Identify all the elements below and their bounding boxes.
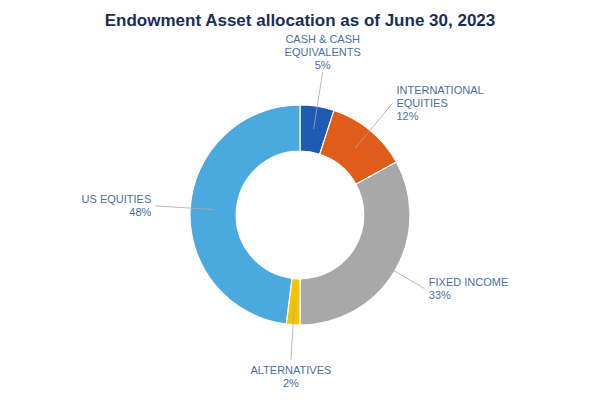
labels: CASH & CASHEQUIVALENTS5%INTERNATIONALEQU… bbox=[82, 33, 509, 389]
slice-label-line: US EQUITIES bbox=[82, 193, 152, 205]
slice-label: FIXED INCOME bbox=[429, 276, 508, 288]
slice-label-line: ALTERNATIVES bbox=[250, 364, 331, 376]
plot: CASH & CASHEQUIVALENTS5%INTERNATIONALEQU… bbox=[82, 33, 509, 389]
leader-line bbox=[314, 72, 323, 129]
data-label: 2% bbox=[283, 377, 299, 389]
leader-line bbox=[291, 302, 295, 360]
data-label: 5% bbox=[315, 59, 331, 71]
slice-label: INTERNATIONALEQUITIES bbox=[396, 84, 483, 109]
slices bbox=[190, 105, 410, 325]
data-label: 12% bbox=[396, 110, 418, 122]
slice-label-line: EQUIVALENTS bbox=[285, 46, 361, 58]
slice-label-line: FIXED INCOME bbox=[429, 276, 508, 288]
slice-label: US EQUITIES bbox=[82, 193, 152, 205]
slice bbox=[190, 105, 300, 324]
slice-label: CASH & CASHEQUIVALENTS bbox=[285, 33, 361, 58]
leader-line bbox=[355, 103, 392, 148]
slice bbox=[300, 162, 410, 325]
title: Endowment Asset allocation as of June 30… bbox=[105, 11, 496, 30]
slice-label: ALTERNATIVES bbox=[250, 364, 331, 376]
leader-line bbox=[375, 259, 425, 289]
data-label: 48% bbox=[129, 206, 151, 218]
slice-label-line: INTERNATIONAL bbox=[396, 84, 483, 96]
slice-label-line: EQUITIES bbox=[396, 97, 447, 109]
chart: Endowment Asset allocation as of June 30… bbox=[0, 0, 600, 400]
data-label: 33% bbox=[429, 289, 451, 301]
leader-line bbox=[155, 206, 213, 210]
slice-label-line: CASH & CASH bbox=[285, 33, 360, 45]
